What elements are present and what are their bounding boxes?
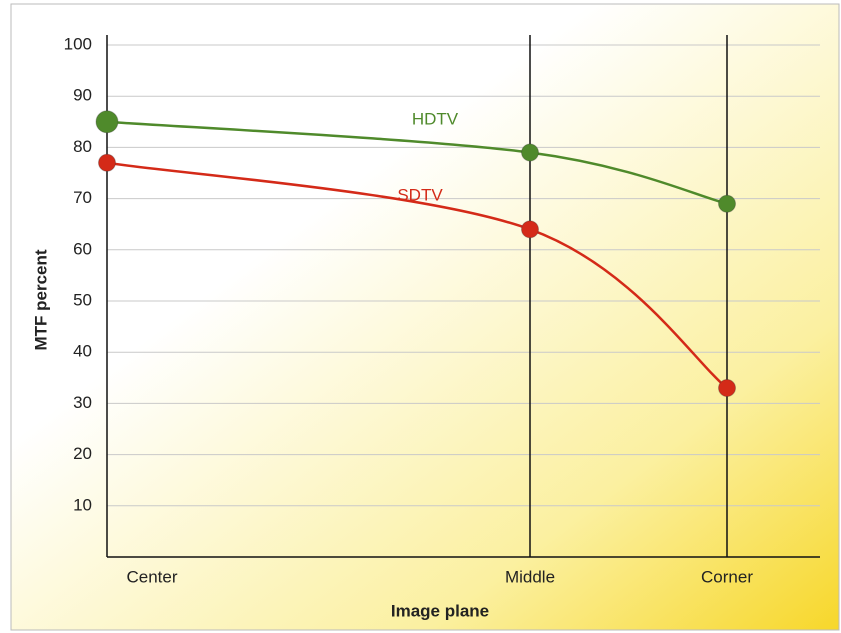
y-tick-label: 90 [73,86,92,105]
data-point [521,143,539,162]
y-axis-label: MTF percent [31,249,50,350]
x-tick-label: Middle [505,567,555,586]
series-line [106,161,728,390]
series-label: SDTV [397,185,443,204]
data-point [718,194,736,213]
y-tick-label: 40 [73,342,92,361]
data-point [718,379,736,398]
x-axis-label: Image plane [391,601,489,620]
data-point [98,153,116,172]
series-line [106,120,728,205]
y-tick-label: 70 [73,188,92,207]
background [10,3,840,631]
y-tick-label: 50 [73,290,92,309]
series-label: HDTV [412,109,459,128]
y-tick-label: 20 [73,444,92,463]
x-tick-label: Corner [701,567,753,586]
y-tick-label: 30 [73,393,92,412]
x-tick-label: Center [126,567,177,586]
y-tick-label: 10 [73,495,92,514]
data-point [95,110,119,134]
data-point [521,220,539,239]
y-tick-label: 80 [73,137,92,156]
y-tick-label: 60 [73,239,92,258]
y-tick-label: 100 [64,34,92,53]
